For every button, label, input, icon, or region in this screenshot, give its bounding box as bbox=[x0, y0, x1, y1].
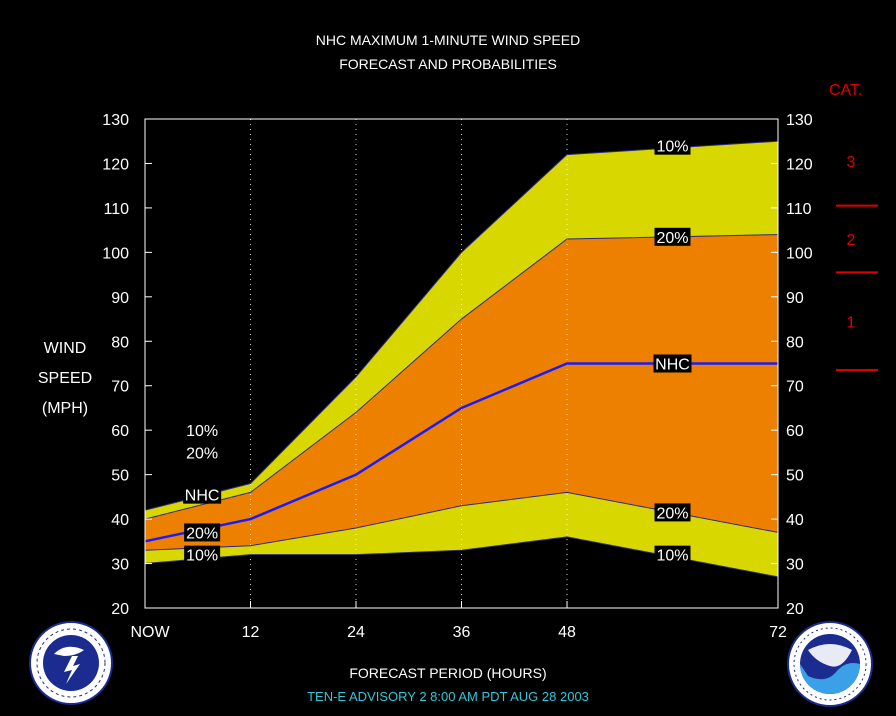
y-tick-label-right: 50 bbox=[786, 468, 804, 485]
x-tick-label: 48 bbox=[558, 624, 576, 641]
series-label: 20% bbox=[656, 505, 688, 522]
y-tick-label-right: 80 bbox=[786, 334, 804, 351]
series-label-bg bbox=[654, 545, 691, 564]
series-label-bg bbox=[653, 354, 692, 373]
series-lines bbox=[144, 140, 779, 578]
series-label: 10% bbox=[656, 139, 688, 156]
y-tick-label-left: 60 bbox=[111, 423, 129, 440]
band-20pct bbox=[145, 234, 778, 551]
series-label: 20% bbox=[656, 230, 688, 247]
y-tick-label-right: 90 bbox=[786, 290, 804, 307]
y-tick-label-right: 100 bbox=[786, 245, 813, 262]
series-label: 10% bbox=[186, 548, 218, 565]
series-label-bg bbox=[654, 136, 691, 155]
series-label-bg bbox=[654, 227, 691, 246]
y-tick-label-left: 80 bbox=[111, 334, 129, 351]
series-label: NHC bbox=[655, 357, 690, 374]
line-20pct-lower bbox=[144, 491, 779, 551]
y-tick-label-right: 120 bbox=[786, 156, 813, 173]
y-tick-label-left: 130 bbox=[102, 112, 129, 129]
series-label-bg bbox=[184, 421, 221, 440]
y-tick-label-right: 110 bbox=[786, 201, 812, 218]
x-tick-label: 36 bbox=[453, 624, 471, 641]
ylabel-line3: (MPH) bbox=[41, 400, 89, 417]
series-label: NHC bbox=[185, 488, 220, 505]
y-tick-label-left: 100 bbox=[102, 245, 129, 262]
x-tick-label: 12 bbox=[242, 624, 260, 641]
y-tick-label-left: 20 bbox=[111, 601, 129, 618]
category-scale: 3 2 1 bbox=[836, 154, 878, 372]
series-label-bg bbox=[184, 523, 221, 542]
y-tick-label-left: 40 bbox=[111, 512, 129, 529]
series-label-bg bbox=[183, 485, 222, 504]
ylabel-line1: WIND bbox=[43, 340, 87, 357]
axis-ticks: 20 20 30 30 40 40 50 50 60 60 70 70 80 80 90 90 100 100 11… bbox=[102, 112, 813, 641]
line-nhc bbox=[144, 362, 778, 543]
line-20pct-upper bbox=[144, 234, 779, 520]
category-label-1: 1 bbox=[847, 314, 856, 331]
x-tick-label: 72 bbox=[769, 624, 787, 641]
y-tick-label-right: 70 bbox=[786, 379, 804, 396]
series-labels: 10% 20% NHC 20% 10% 10% 20% NHC 20% 10% bbox=[183, 136, 692, 565]
series-label-bg bbox=[654, 503, 691, 522]
x-tick-label: NOW bbox=[130, 624, 170, 641]
category-label-2: 2 bbox=[847, 232, 856, 249]
series-label: 10% bbox=[186, 423, 218, 440]
series-label-bg bbox=[184, 443, 221, 462]
ylabel-line2: SPEED bbox=[37, 370, 93, 387]
nws-logo bbox=[29, 621, 113, 705]
chart-title-line2: FORECAST AND PROBABILITIES bbox=[339, 56, 557, 72]
series-label-bg bbox=[184, 545, 221, 564]
x-tick-label: 24 bbox=[347, 624, 365, 641]
category-label-3: 3 bbox=[847, 154, 856, 171]
y-tick-label-left: 30 bbox=[111, 557, 129, 574]
y-tick-label-right: 40 bbox=[786, 512, 804, 529]
x-axis-label: FORECAST PERIOD (HOURS) bbox=[349, 665, 547, 681]
series-label: 10% bbox=[656, 548, 688, 565]
y-tick-label-right: 30 bbox=[786, 557, 804, 574]
y-tick-label-left: 50 bbox=[111, 468, 129, 485]
y-tick-label-left: 120 bbox=[102, 156, 129, 173]
y-tick-label-right: 20 bbox=[786, 601, 804, 618]
y-tick-label-left: 110 bbox=[103, 201, 129, 218]
chart-title-line1: NHC MAXIMUM 1-MINUTE WIND SPEED bbox=[315, 32, 581, 48]
line-10pct-lower bbox=[144, 536, 779, 578]
advisory-line: TEN-E ADVISORY 2 8:00 AM PDT AUG 28 2003 bbox=[307, 689, 589, 704]
series-label: 20% bbox=[186, 525, 218, 542]
y-tick-label-right: 60 bbox=[786, 423, 804, 440]
category-title: CAT. bbox=[829, 82, 863, 99]
series-label: 20% bbox=[186, 445, 218, 462]
y-tick-label-left: 90 bbox=[111, 290, 129, 307]
line-10pct-upper bbox=[144, 140, 779, 511]
y-tick-label-left: 70 bbox=[111, 379, 129, 396]
y-tick-label-right: 130 bbox=[786, 112, 813, 129]
noaa-logo bbox=[787, 621, 873, 707]
